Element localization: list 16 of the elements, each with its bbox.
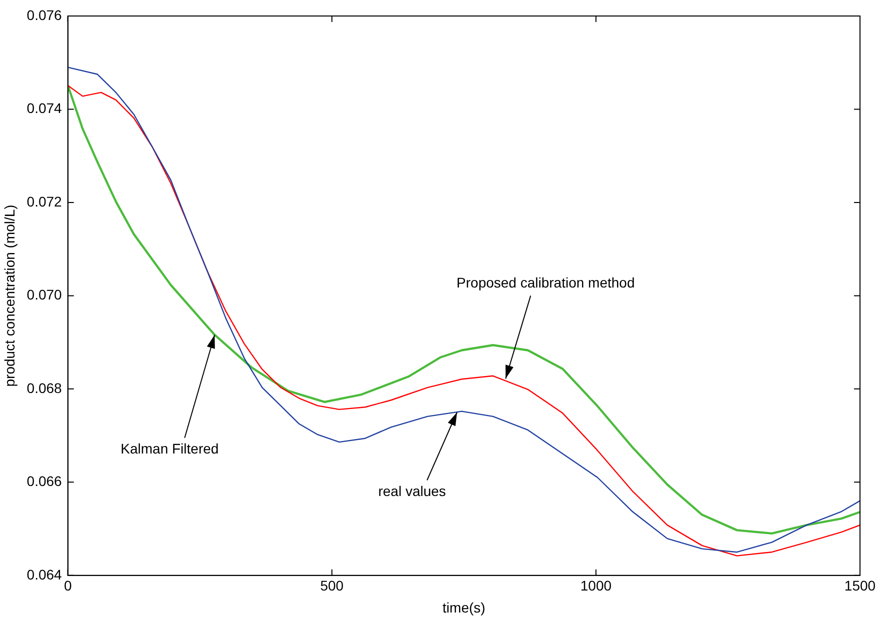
y-tick-label: 0.070: [26, 286, 62, 303]
y-tick-label: 0.066: [26, 473, 62, 490]
y-tick-label: 0.072: [26, 193, 62, 210]
x-tick-label: 1500: [844, 578, 876, 594]
x-tick-label: 500: [320, 578, 344, 594]
x-tick-label: 1000: [580, 578, 612, 594]
y-tick-label: 0.064: [26, 566, 62, 582]
y-tick-label: 0.076: [26, 6, 62, 23]
x-axis-title: time(s): [442, 599, 486, 616]
annotation: real values: [378, 483, 446, 500]
y-tick-label: 0.074: [26, 100, 62, 116]
y-tick-label: 0.068: [26, 380, 62, 396]
annotation: Kalman Filtered: [120, 440, 219, 457]
x-tick-label: 0: [64, 578, 72, 594]
annotation: Proposed calibration method: [456, 274, 635, 291]
y-axis-title: product concentration (mol/L): [1, 204, 18, 387]
